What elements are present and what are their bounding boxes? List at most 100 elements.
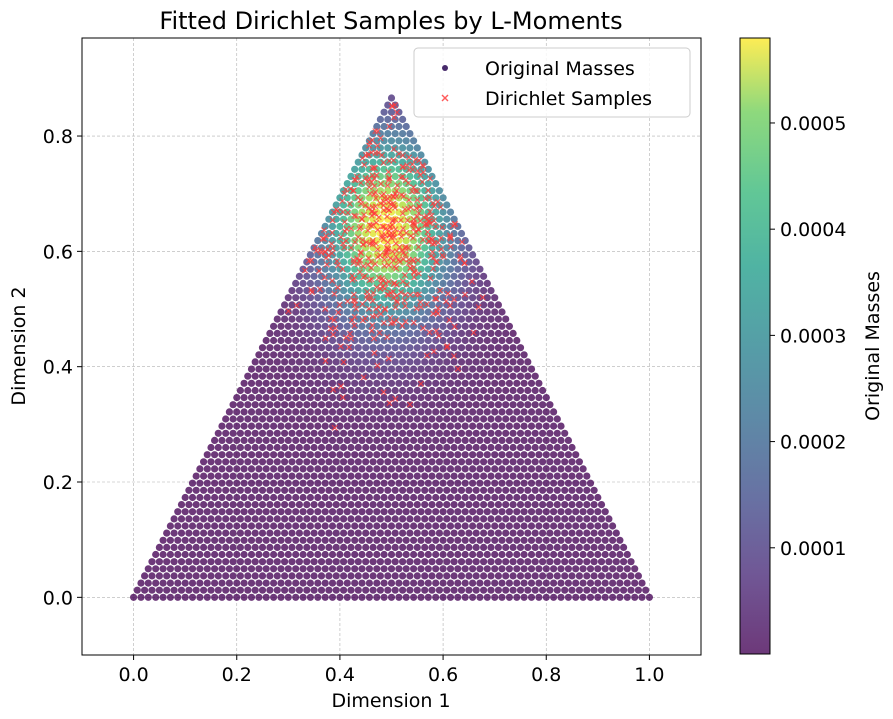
mass-point [277,593,285,601]
mass-point [384,515,392,523]
x-tick-label: 0.6 [428,664,458,686]
mass-point [524,429,532,437]
mass-point [281,358,289,366]
mass-point [247,550,256,559]
mass-point [428,486,436,494]
mass-point [476,593,484,601]
sample-point [427,275,434,282]
mass-point [303,315,311,323]
mass-point [218,465,226,473]
mass-point [520,565,528,573]
mass-point [336,279,344,287]
mass-point [292,550,300,559]
mass-point [380,137,388,145]
sample-point [391,101,399,109]
mass-point [332,201,340,209]
sample-point [435,332,442,339]
mass-point [542,479,550,487]
mass-point [428,415,436,423]
mass-point [465,415,473,423]
mass-point [491,408,499,416]
mass-point [623,565,631,573]
mass-point [244,443,252,452]
mass-point [553,486,561,494]
mass-point [432,479,440,487]
mass-point [457,529,466,537]
mass-point [413,458,421,466]
sample-point [419,178,426,185]
mass-point [472,529,480,537]
sample-point [450,353,457,360]
mass-point [550,522,558,530]
sample-point [322,305,329,313]
mass-point [424,279,432,287]
mass-point [424,565,432,573]
sample-point [335,309,342,316]
mass-point [476,394,484,402]
mass-point [527,479,536,487]
mass-point [321,222,329,230]
mass-point [472,315,480,323]
sample-point [416,203,423,211]
mass-point [550,465,558,473]
mass-point [380,493,388,502]
mass-point [288,472,296,480]
mass-point [428,515,436,523]
mass-point [225,451,233,459]
mass-point [306,550,314,559]
mass-point [362,329,370,337]
mass-point [421,258,429,266]
mass-point [362,586,370,594]
mass-point [387,565,396,573]
mass-point [258,415,267,423]
mass-point [295,401,303,409]
sample-point [341,244,348,251]
mass-point [421,501,429,509]
mass-point [321,279,329,287]
mass-point [306,408,314,416]
x-tick-label: 0.4 [325,664,355,686]
mass-point [314,294,322,302]
mass-point [336,593,344,601]
sample-point [332,325,339,332]
mass-point [476,451,484,459]
mass-point [413,358,421,366]
mass-point [435,472,443,480]
mass-point [273,329,281,337]
mass-point [413,529,421,537]
mass-point [299,336,307,345]
sample-point [367,190,374,197]
mass-point [387,536,396,544]
mass-point [480,315,488,323]
sample-point [397,174,405,181]
mass-point [299,436,307,444]
mass-point [369,558,377,566]
mass-point [384,187,392,195]
mass-point [358,408,366,416]
mass-point [130,593,138,601]
mass-point [358,279,366,287]
mass-point [236,401,244,409]
mass-point [376,443,384,452]
mass-point [166,565,174,573]
mass-point [535,465,543,473]
mass-point [332,529,340,537]
sample-point [388,103,395,110]
mass-point [483,422,491,430]
mass-point [395,108,403,116]
mass-point [561,572,569,580]
mass-point [498,479,506,487]
mass-point [340,287,348,295]
mass-point [288,529,296,537]
mass-point [461,394,469,402]
mass-point [410,208,418,216]
mass-point [277,465,285,473]
mass-point [483,493,491,502]
sample-point [385,175,393,182]
sample-point [420,169,427,176]
mass-point [446,579,455,587]
mass-point [343,508,351,516]
mass-point [421,244,429,252]
mass-point [439,579,447,587]
mass-point [494,386,502,395]
